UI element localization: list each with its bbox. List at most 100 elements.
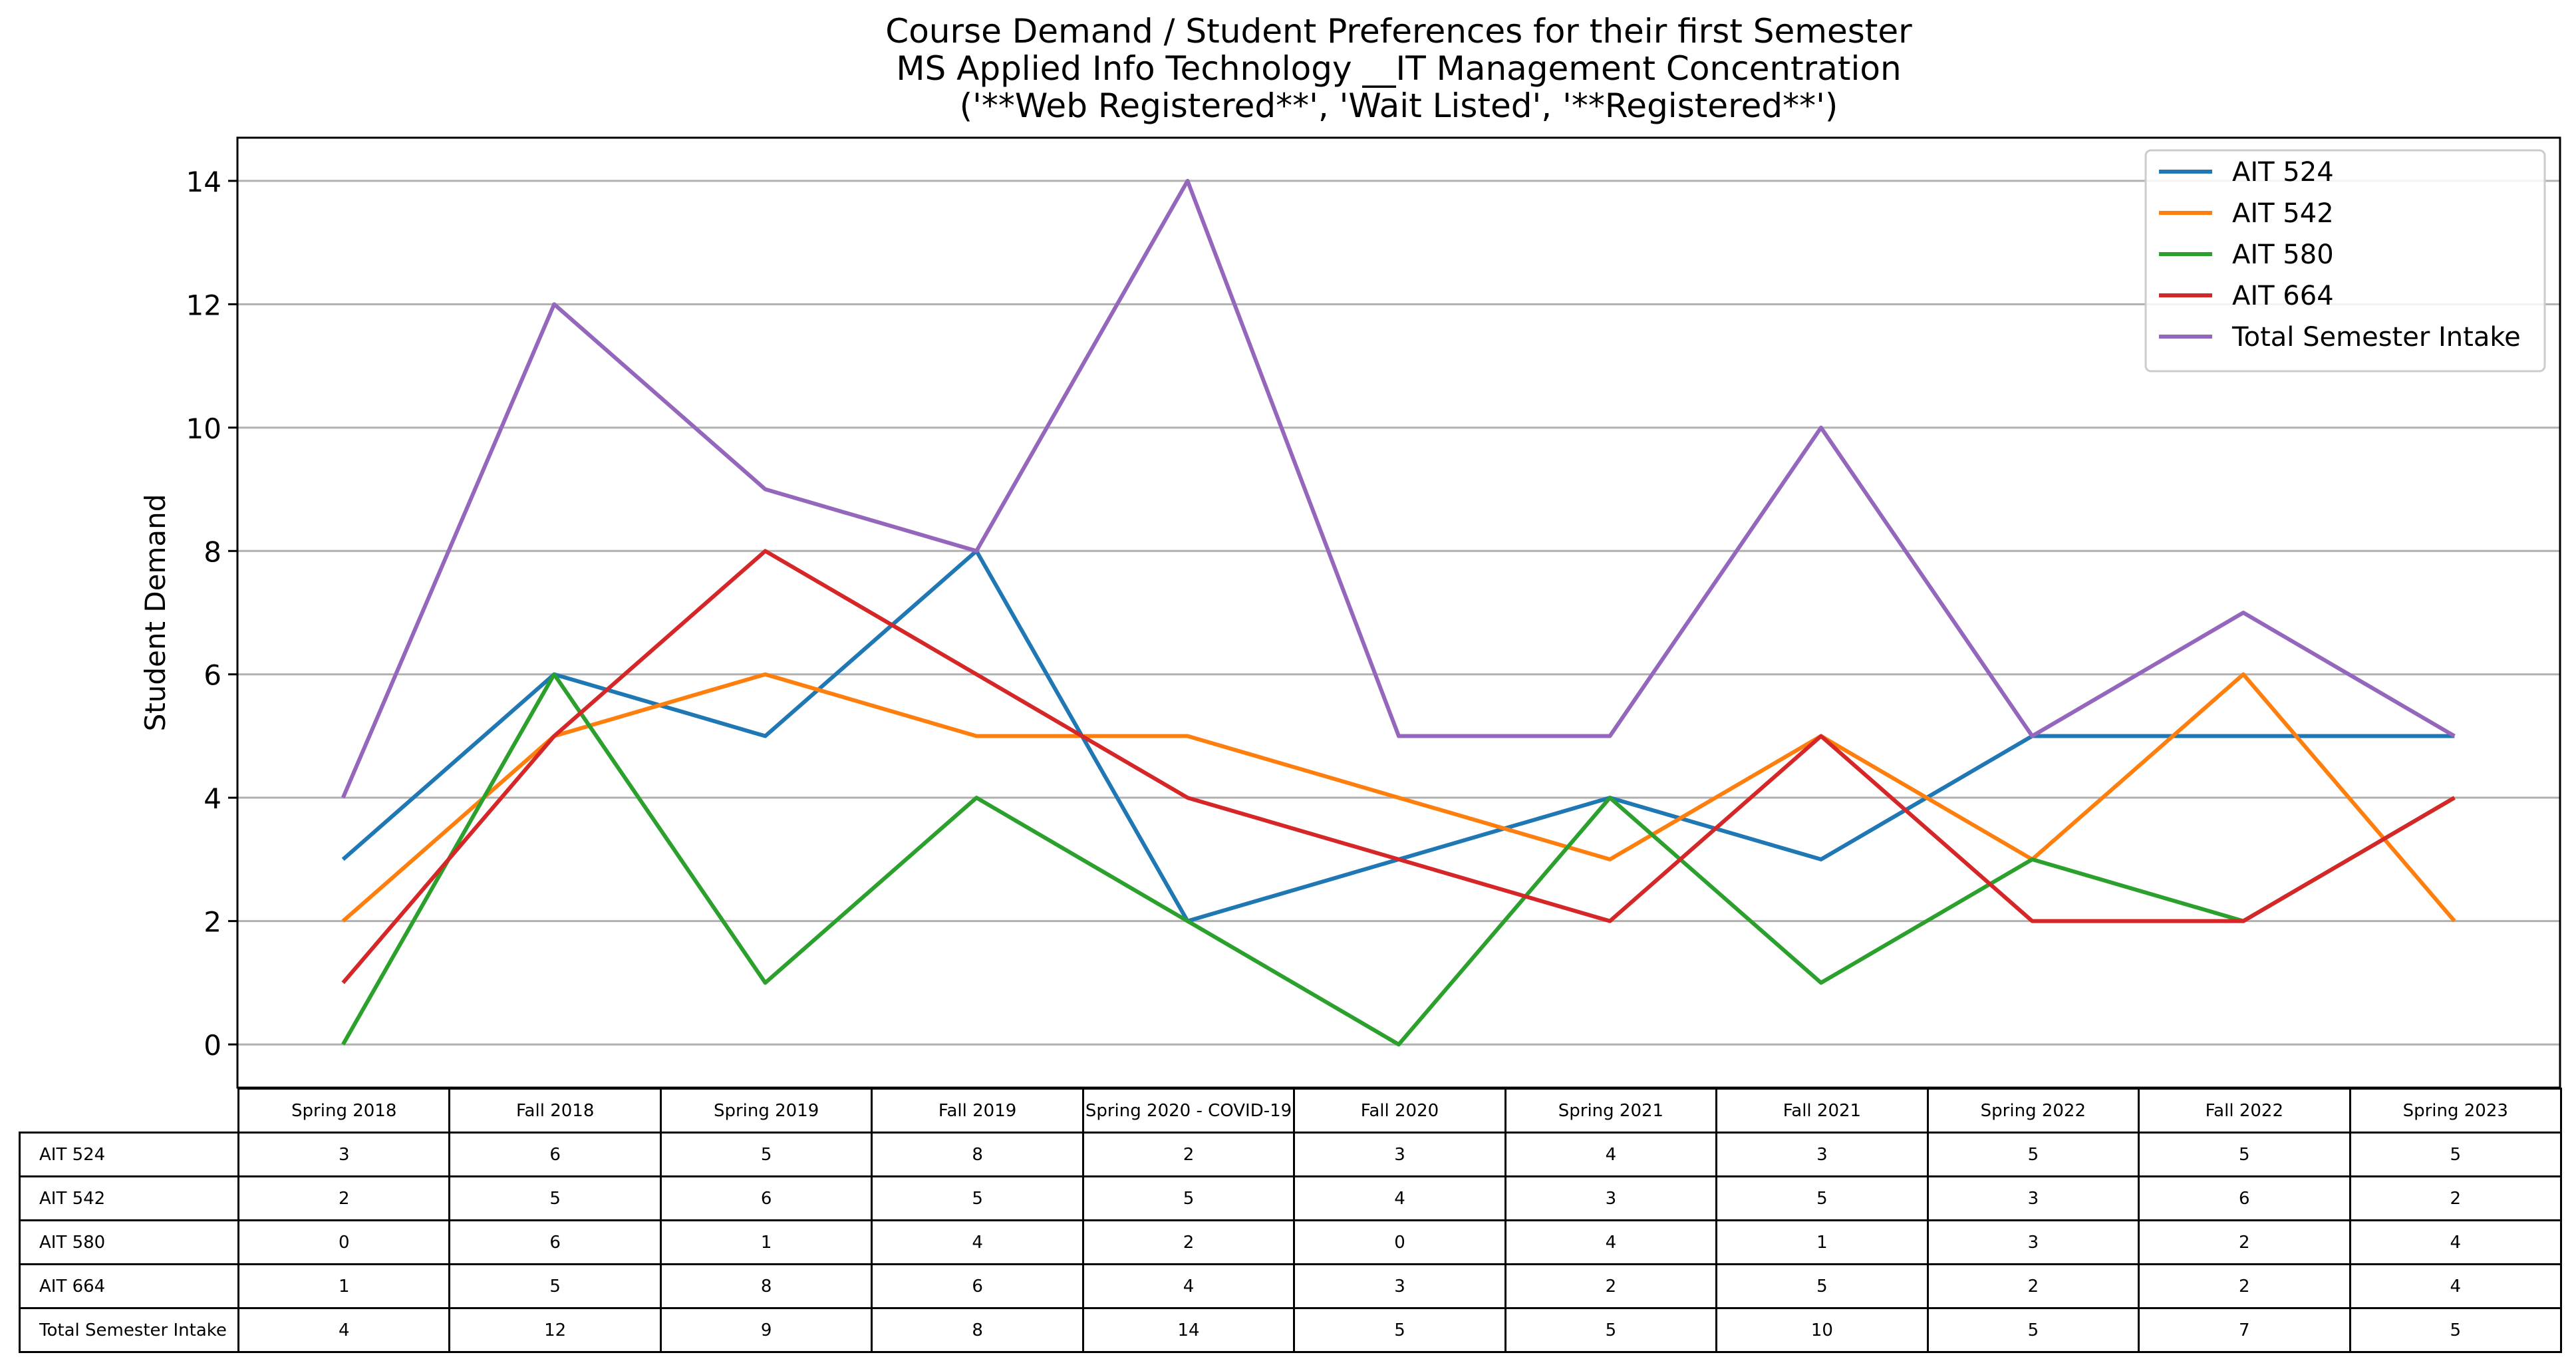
table-cell: 0 (237, 1219, 451, 1265)
legend-label-5: Total Semester Intake (2231, 322, 2521, 353)
table-row: AIT 542 2 5 6 5 5 4 3 5 3 6 2 (19, 1175, 2562, 1221)
table-cell: 2 (1504, 1263, 1718, 1309)
table-cell: 3 (1926, 1175, 2140, 1221)
table-cell: 5 (871, 1175, 1084, 1221)
y-tick-label-0: 0 (204, 1029, 221, 1062)
table-cell: 4 (1504, 1219, 1718, 1265)
table-column-header: Spring 2019 (659, 1088, 873, 1134)
table-cell: 2 (2138, 1219, 2351, 1265)
table-cell: 2 (237, 1175, 451, 1221)
table-row-label: AIT 664 (19, 1263, 239, 1309)
table-cell: 2 (2349, 1175, 2562, 1221)
table-cell: 4 (237, 1307, 451, 1353)
table-cell: 9 (659, 1307, 873, 1353)
legend-box (2144, 149, 2546, 373)
table-cell: 5 (1293, 1307, 1506, 1353)
table-cell: 10 (1715, 1307, 1929, 1353)
table-cell: 5 (1715, 1263, 1929, 1309)
legend-label-2: AIT 542 (2232, 198, 2334, 229)
table-cell: 1 (237, 1263, 451, 1309)
table-column-header: Fall 2020 (1293, 1088, 1506, 1134)
legend-label-1: AIT 524 (2232, 157, 2334, 188)
table-cell: 8 (871, 1307, 1084, 1353)
table-cell: 6 (2138, 1175, 2351, 1221)
table-cell: 3 (1715, 1132, 1929, 1177)
table-cell: 5 (2349, 1307, 2562, 1353)
table-column-header: Fall 2019 (871, 1088, 1084, 1134)
y-tick-label-6: 6 (204, 659, 221, 692)
table-row-label: Total Semester Intake (19, 1307, 239, 1353)
table-cell: 5 (1926, 1307, 2140, 1353)
table-cell: 4 (2349, 1219, 2562, 1265)
table-row: AIT 664 1 5 8 6 4 3 2 5 2 2 4 (19, 1263, 2562, 1309)
series-line-2 (341, 672, 2456, 923)
table-cell: 14 (1081, 1307, 1296, 1353)
chart-title-line-1: Course Demand / Student Preferences for … (885, 12, 1912, 51)
table-corner (20, 1089, 239, 1133)
table-cell: 2 (1081, 1219, 1296, 1265)
legend-label-4: AIT 664 (2232, 281, 2334, 311)
table-cell: 4 (1293, 1175, 1506, 1221)
table-cell: 4 (1081, 1263, 1296, 1309)
y-tick-label-14: 14 (186, 166, 221, 198)
table-column-header: Fall 2021 (1715, 1088, 1929, 1134)
table-cell: 6 (448, 1132, 662, 1177)
table-row-label: AIT 542 (19, 1175, 239, 1221)
table-column-header: Fall 2022 (2138, 1088, 2351, 1134)
table-column-header: Spring 2023 (2349, 1088, 2562, 1134)
table-cell: 5 (1715, 1175, 1929, 1221)
series-line-5 (341, 178, 2456, 799)
table-cell: 1 (1715, 1219, 1929, 1265)
plot-frame (236, 136, 2561, 1089)
table-cell: 12 (448, 1307, 662, 1353)
table-cell: 5 (2349, 1132, 2562, 1177)
table-column-header: Spring 2021 (1504, 1088, 1718, 1134)
table-cell: 3 (1926, 1219, 2140, 1265)
table-cell: 7 (2138, 1307, 2351, 1353)
data-table: Spring 2018 Fall 2018 Spring 2019 Fall 2019… (19, 1088, 2562, 1353)
table-cell: 3 (237, 1132, 451, 1177)
table-cell: 0 (1293, 1219, 1506, 1265)
y-tick-label-2: 2 (204, 906, 221, 939)
table-row-label: AIT 524 (19, 1132, 239, 1177)
series-line-4 (341, 549, 2456, 985)
chart-title-line-2: MS Applied Info Technology __IT Manageme… (896, 49, 1902, 88)
y-axis-label: Student Demand (139, 494, 172, 732)
table-cell: 5 (2138, 1132, 2351, 1177)
table-row: AIT 580 0 6 1 4 2 0 4 1 3 2 4 (19, 1219, 2562, 1265)
table-cell: 1 (659, 1219, 873, 1265)
table-cell: 2 (1081, 1132, 1296, 1177)
series-line-3 (341, 672, 2456, 1047)
y-tick-label-12: 12 (186, 289, 221, 321)
table-cell: 8 (871, 1132, 1084, 1177)
table-cell: 3 (1504, 1175, 1718, 1221)
table-cell: 4 (871, 1219, 1084, 1265)
table-cell: 6 (659, 1175, 873, 1221)
y-tick-label-10: 10 (186, 412, 221, 445)
y-tick-label-8: 8 (204, 535, 221, 568)
table-row: AIT 524 3 6 5 8 2 3 4 3 5 5 5 (19, 1132, 2562, 1177)
table-cell: 3 (1293, 1132, 1506, 1177)
table-cell: 5 (659, 1132, 873, 1177)
table-cell: 5 (1081, 1175, 1296, 1221)
table-row: Total Semester Intake 4 12 9 8 14 5 5 10 5 7 5 (19, 1307, 2562, 1353)
table-cell: 4 (2349, 1263, 2562, 1309)
table-cell: 5 (448, 1175, 662, 1221)
chart-title-line-3: ('**Web Registered**', 'Wait Listed', '*… (959, 86, 1838, 125)
y-tick-label-4: 4 (204, 782, 221, 815)
table-cell: 6 (448, 1219, 662, 1265)
table-column-header: Spring 2018 (237, 1088, 451, 1134)
table-cell: 5 (448, 1263, 662, 1309)
table-column-header: Fall 2018 (448, 1088, 662, 1134)
table-row-label: AIT 580 (19, 1219, 239, 1265)
table-cell: 5 (1926, 1132, 2140, 1177)
table-column-header: Spring 2020 - COVID-19 (1081, 1088, 1296, 1134)
table-cell: 4 (1504, 1132, 1718, 1177)
table-cell: 6 (871, 1263, 1084, 1309)
table-cell: 3 (1293, 1263, 1506, 1309)
table-cell: 5 (1504, 1307, 1718, 1353)
table-cell: 2 (1926, 1263, 2140, 1309)
table-column-header: Spring 2022 (1926, 1088, 2140, 1134)
legend-label-3: AIT 580 (2232, 239, 2334, 270)
